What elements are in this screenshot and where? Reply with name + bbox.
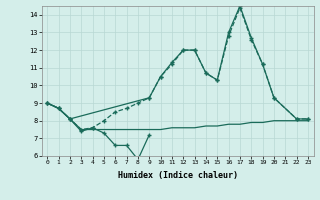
X-axis label: Humidex (Indice chaleur): Humidex (Indice chaleur) [118, 171, 237, 180]
